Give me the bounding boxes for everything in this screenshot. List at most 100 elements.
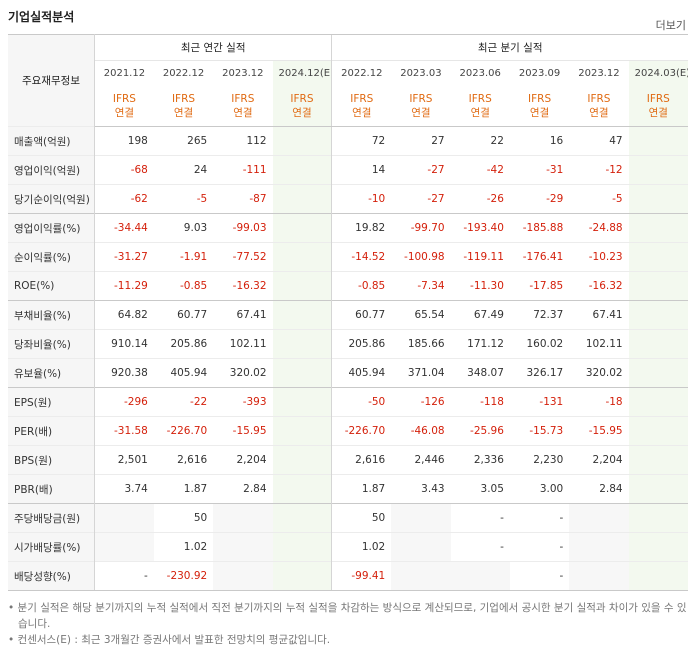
value-cell: 405.94 bbox=[331, 358, 392, 388]
value-cell bbox=[391, 503, 451, 533]
finance-table: 주요재무정보 최근 연간 실적 최근 분기 실적 2021.12 2022.12 20… bbox=[8, 34, 688, 591]
value-cell bbox=[628, 532, 688, 562]
value-cell: - bbox=[450, 532, 510, 562]
value-cell: -10.23 bbox=[569, 242, 629, 272]
value-cell: -42 bbox=[450, 155, 510, 185]
data-row: 배당성향(%) - -230.92 -99.41- bbox=[8, 561, 688, 591]
value-cell: -12 bbox=[569, 155, 629, 185]
value-cell: -111 bbox=[213, 155, 273, 185]
value-cell bbox=[628, 126, 688, 156]
period-row: 2021.12 2022.12 2023.12 2024.12(E) 2022.12 20… bbox=[8, 60, 688, 85]
value-cell: 2,230 bbox=[509, 445, 570, 475]
value-cell: 405.94 bbox=[153, 358, 214, 388]
value-cell bbox=[628, 445, 688, 475]
data-row: 영업이익(억원) -68 24 -111 14 -27 -42 -31 -12 bbox=[8, 155, 688, 185]
period-header: 2023.12 bbox=[569, 60, 629, 85]
value-cell: 348.07 bbox=[450, 358, 510, 388]
value-cell bbox=[628, 387, 688, 417]
value-cell: 60.77 bbox=[331, 300, 392, 330]
period-header: 2022.12 bbox=[331, 60, 392, 85]
value-cell bbox=[628, 561, 688, 591]
value-cell: 14 bbox=[331, 155, 392, 185]
value-cell: - bbox=[93, 561, 154, 591]
value-cell: 2,204 bbox=[569, 445, 629, 475]
table-body: 매출액(억원) 198 265 112 72 27 22 16 47 영업이익(억원) -68 24-… bbox=[8, 126, 688, 591]
value-cell bbox=[628, 213, 688, 243]
value-cell bbox=[628, 358, 688, 388]
value-cell: -15.73 bbox=[509, 416, 570, 446]
value-cell bbox=[272, 503, 332, 533]
standard: IFRS bbox=[350, 92, 374, 105]
value-cell: -26 bbox=[450, 184, 510, 214]
data-row: 부채비율(%) 64.82 60.77 67.41 60.77 65.54 67.49 72.… bbox=[8, 300, 688, 330]
row-label: PER(배) bbox=[8, 416, 95, 446]
group-row: 주요재무정보 최근 연간 실적 최근 분기 실적 bbox=[8, 34, 688, 127]
basis: 연결 bbox=[352, 106, 372, 119]
basis: 연결 bbox=[114, 106, 135, 119]
value-cell: -16.32 bbox=[569, 271, 629, 301]
value-cell: 910.14 bbox=[93, 329, 154, 359]
row-label: 주당배당금(원) bbox=[8, 503, 95, 533]
value-cell: -99.03 bbox=[213, 213, 273, 243]
standard: IFRS bbox=[409, 92, 433, 105]
row-label: 유보율(%) bbox=[8, 358, 95, 388]
value-cell: -7.34 bbox=[391, 271, 451, 301]
value-cell: -131 bbox=[509, 387, 570, 417]
row-label: 매출액(억원) bbox=[8, 126, 95, 156]
value-cell: 205.86 bbox=[331, 329, 392, 359]
value-cell: 50 bbox=[153, 503, 214, 533]
value-cell: 60.77 bbox=[153, 300, 214, 330]
value-cell bbox=[569, 503, 629, 533]
value-cell bbox=[569, 561, 629, 591]
value-cell: -5 bbox=[153, 184, 214, 214]
period-header: 2021.12 bbox=[93, 60, 154, 85]
value-cell: 3.00 bbox=[509, 474, 570, 504]
value-cell: 47 bbox=[569, 126, 629, 156]
value-cell: -62 bbox=[93, 184, 154, 214]
standard-header: IFRS 연결 bbox=[391, 85, 451, 127]
data-row: 당기순이익(억원) -62 -5 -87 -10 -27 -26 -29 -5 bbox=[8, 184, 688, 214]
value-cell bbox=[93, 503, 154, 533]
standard-header: IFRS 연결 bbox=[93, 85, 154, 127]
value-cell: -31.27 bbox=[93, 242, 154, 272]
value-cell: 102.11 bbox=[569, 329, 629, 359]
value-cell: -50 bbox=[331, 387, 392, 417]
standard: IFRS bbox=[646, 92, 670, 105]
value-cell: -31 bbox=[509, 155, 570, 185]
standard-header: IFRS 연결 bbox=[628, 85, 688, 127]
value-cell: -11.29 bbox=[93, 271, 154, 301]
value-cell: - bbox=[509, 561, 570, 591]
value-cell: -29 bbox=[509, 184, 570, 214]
standard-header: IFRS 연결 bbox=[213, 85, 273, 127]
value-cell: -25.96 bbox=[450, 416, 510, 446]
value-cell bbox=[628, 242, 688, 272]
value-cell bbox=[272, 358, 332, 388]
period-header: 2023.09 bbox=[509, 60, 570, 85]
value-cell: -0.85 bbox=[153, 271, 214, 301]
value-cell: -22 bbox=[153, 387, 214, 417]
value-cell bbox=[272, 445, 332, 475]
value-cell bbox=[272, 416, 332, 446]
basis: 연결 bbox=[411, 106, 431, 119]
row-label: 부채비율(%) bbox=[8, 300, 95, 330]
more-link[interactable]: 더보기 bbox=[655, 19, 686, 32]
value-cell bbox=[628, 300, 688, 330]
standard-header: IFRS 연결 bbox=[450, 85, 510, 127]
value-cell bbox=[272, 300, 332, 330]
standard: IFRS bbox=[171, 92, 196, 105]
value-cell: 22 bbox=[450, 126, 510, 156]
value-cell: 1.87 bbox=[331, 474, 392, 504]
value-cell: -17.85 bbox=[509, 271, 570, 301]
period-header: 2024.03(E) bbox=[628, 60, 688, 85]
value-cell: -99.70 bbox=[391, 213, 451, 243]
data-row: BPS(원) 2,501 2,616 2,204 2,616 2,446 2,336 2,23… bbox=[8, 445, 688, 475]
row-label: 당기순이익(억원) bbox=[8, 184, 95, 214]
row-label: PBR(배) bbox=[8, 474, 95, 504]
value-cell: -18 bbox=[569, 387, 629, 417]
notes: 분기 실적은 해당 분기까지의 누적 실적에서 직전 분기까지의 누적 실적을 … bbox=[8, 600, 688, 648]
data-row: ROE(%) -11.29 -0.85 -16.32 -0.85 -7.34 -11.30-… bbox=[8, 271, 688, 301]
value-cell: 2,616 bbox=[153, 445, 214, 475]
basis: 연결 bbox=[589, 106, 609, 119]
row-label: 순이익률(%) bbox=[8, 242, 95, 272]
standard: IFRS bbox=[468, 92, 492, 105]
